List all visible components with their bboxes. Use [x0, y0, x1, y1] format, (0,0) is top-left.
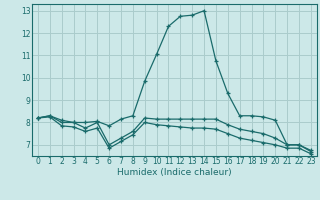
X-axis label: Humidex (Indice chaleur): Humidex (Indice chaleur) — [117, 168, 232, 177]
